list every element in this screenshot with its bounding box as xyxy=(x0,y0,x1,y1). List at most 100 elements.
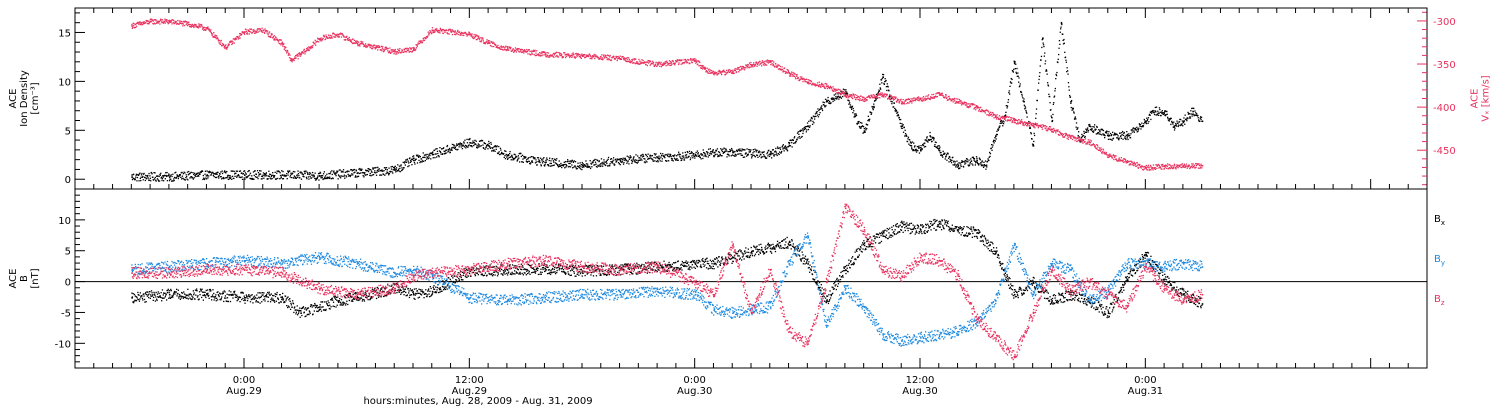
top-point xyxy=(516,156,518,158)
top-point xyxy=(1126,131,1128,133)
top-point xyxy=(735,68,737,70)
top-point xyxy=(295,57,297,59)
top-point xyxy=(989,114,991,116)
top-point xyxy=(750,149,752,151)
top-point xyxy=(269,31,271,33)
top-point xyxy=(198,26,201,28)
top-point xyxy=(656,156,658,158)
top-point xyxy=(368,168,370,170)
top-point xyxy=(335,175,337,177)
top-point xyxy=(310,47,313,49)
top-point xyxy=(377,168,379,170)
top-point xyxy=(483,42,486,44)
top-point xyxy=(917,96,920,98)
top-point xyxy=(770,152,772,154)
top-point xyxy=(810,80,812,82)
top-point xyxy=(717,71,719,73)
top-point xyxy=(362,41,364,43)
top-point xyxy=(756,149,758,151)
top-point xyxy=(645,153,647,156)
top-point xyxy=(963,102,965,104)
top-point xyxy=(681,158,683,160)
top-point xyxy=(582,163,584,165)
top-data-point xyxy=(413,159,415,162)
top-point xyxy=(809,119,812,121)
top-point xyxy=(1118,137,1120,139)
top-point xyxy=(1149,114,1151,116)
top-point xyxy=(208,29,210,31)
top-point xyxy=(281,41,283,43)
top-point xyxy=(893,102,895,104)
top-point xyxy=(536,164,538,166)
top-point xyxy=(1058,40,1061,42)
top-point xyxy=(921,100,923,102)
top-point xyxy=(754,63,757,66)
top-point xyxy=(850,94,852,96)
top-point xyxy=(238,37,240,39)
top-point xyxy=(653,156,655,159)
top-point xyxy=(1189,116,1191,118)
top-point xyxy=(514,47,517,49)
top-point xyxy=(185,174,187,176)
top-point xyxy=(738,67,740,69)
top-point xyxy=(1120,137,1122,139)
top-point xyxy=(831,97,833,99)
top-point xyxy=(847,97,849,99)
top-point xyxy=(193,177,195,179)
top-point xyxy=(181,21,183,23)
top-point xyxy=(486,39,488,41)
top-point xyxy=(552,52,555,55)
top-point xyxy=(154,19,156,21)
top-point xyxy=(669,155,671,157)
top-point xyxy=(710,151,712,153)
top-point xyxy=(628,58,630,61)
top-point xyxy=(1104,137,1106,139)
top-point xyxy=(505,153,507,156)
top-point xyxy=(754,64,756,67)
top-point xyxy=(636,61,638,63)
top-point xyxy=(673,157,676,159)
top-point xyxy=(476,146,478,149)
top-point xyxy=(622,163,625,165)
top-point xyxy=(1045,127,1047,129)
top-point xyxy=(756,65,758,67)
top-point xyxy=(1154,106,1156,109)
top-point xyxy=(575,52,577,55)
top-point xyxy=(257,177,259,180)
top-point xyxy=(216,173,218,175)
top-point xyxy=(197,172,199,174)
top-point xyxy=(897,113,899,116)
top-point xyxy=(1131,131,1133,133)
top-point xyxy=(888,97,890,99)
top-point xyxy=(560,52,562,55)
top-point xyxy=(1045,70,1047,72)
top-point xyxy=(797,131,799,133)
top-point xyxy=(218,42,220,44)
top-point xyxy=(224,45,227,47)
top-point xyxy=(1155,114,1157,116)
top-point xyxy=(1162,112,1164,114)
top-point xyxy=(222,176,224,179)
top-point xyxy=(377,45,379,47)
top-point xyxy=(456,149,458,151)
top-point xyxy=(501,151,503,154)
top-point xyxy=(881,95,883,97)
top-point xyxy=(837,93,839,95)
top-point xyxy=(364,45,366,48)
top-point xyxy=(906,102,908,105)
top-point xyxy=(600,56,602,58)
top-point xyxy=(539,157,542,159)
top-point xyxy=(606,58,608,61)
top-point xyxy=(839,89,841,91)
top-point xyxy=(451,143,454,146)
top-point xyxy=(335,36,337,38)
top-point xyxy=(709,152,711,154)
top-point xyxy=(331,37,333,39)
top-point xyxy=(298,174,300,177)
top-point xyxy=(223,178,225,180)
top-point xyxy=(664,61,666,63)
top-point xyxy=(369,45,371,47)
top-point xyxy=(621,161,623,164)
top-point xyxy=(176,22,179,25)
top-point xyxy=(592,160,595,162)
